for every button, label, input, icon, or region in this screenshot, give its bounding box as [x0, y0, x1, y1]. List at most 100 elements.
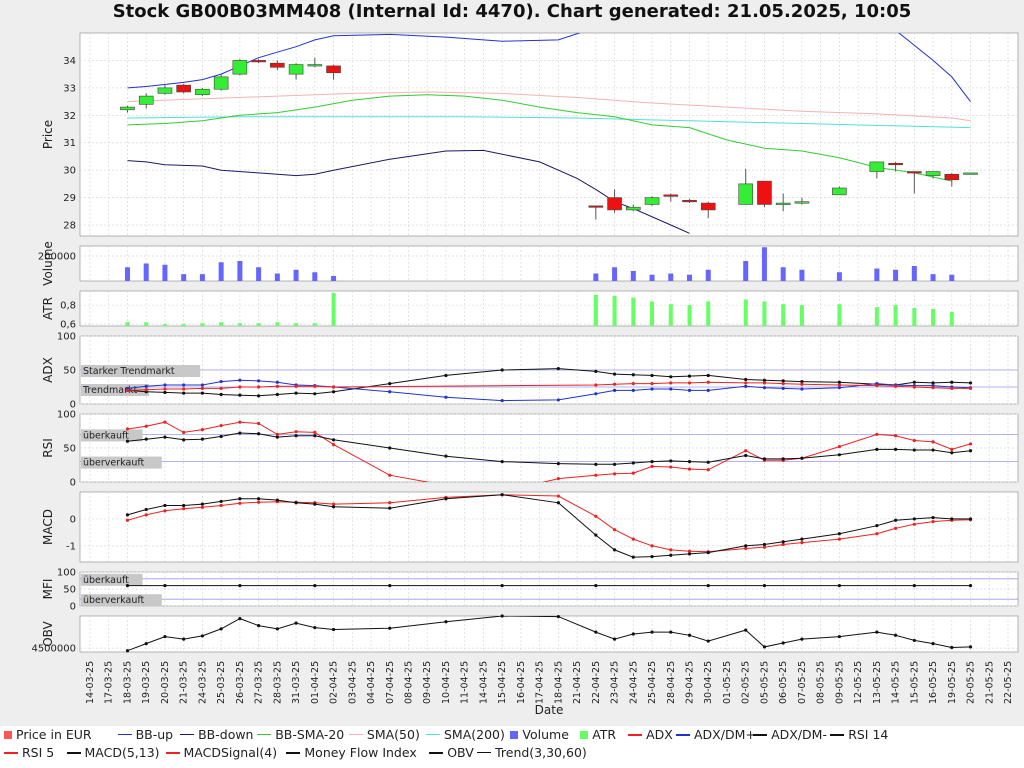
- atr-panel: [79, 290, 1019, 327]
- atr-bar: [181, 324, 186, 326]
- macd-signal-point: [331, 502, 336, 506]
- atr-bar: [931, 308, 936, 326]
- rsi5-point: [893, 434, 898, 438]
- volume-bar: [218, 262, 224, 281]
- price-tick-label: 29: [63, 193, 76, 204]
- rsi14-point: [144, 437, 148, 441]
- obv-point: [669, 630, 673, 634]
- volume-bar: [930, 274, 936, 281]
- rsi14-point: [781, 457, 785, 461]
- candle-body: [195, 88, 210, 96]
- obv-point: [744, 628, 748, 632]
- volume-bar: [949, 274, 955, 281]
- atr-bar: [631, 297, 636, 326]
- legend-label: ATR: [592, 727, 617, 742]
- adx-dm-minus-point: [594, 369, 598, 373]
- adx-dm-minus-line: [127, 368, 971, 397]
- legend-item: ADX/DM+: [676, 727, 756, 742]
- candle-body: [232, 60, 248, 75]
- adx-point: [257, 385, 261, 389]
- adx-point: [594, 383, 598, 387]
- rsi5-point: [968, 442, 973, 446]
- rsi14-point: [931, 448, 935, 452]
- obv-point: [182, 637, 186, 641]
- x-tick-label: 25-03-25: [216, 661, 227, 704]
- adx-series: [125, 380, 973, 392]
- candle-body: [738, 183, 754, 205]
- x-tick-label: 27-03-25: [254, 661, 265, 704]
- macd-point: [200, 502, 205, 506]
- obv-point: [631, 632, 635, 636]
- volume-bar: [743, 261, 749, 281]
- obv-point: [800, 637, 804, 641]
- rsi5-line: [127, 421, 971, 482]
- candle-body: [588, 205, 604, 208]
- macd-signal-point: [837, 537, 841, 541]
- adx-point: [950, 386, 954, 390]
- rsi14-point: [650, 460, 654, 464]
- volume-panel: [79, 245, 1019, 282]
- x-tick-label: 09-04-25: [422, 661, 433, 704]
- adx-point: [837, 383, 841, 387]
- mfi-point: [313, 584, 317, 588]
- x-tick-label: 15-04-25: [497, 661, 508, 704]
- mfi-tick-label: 100: [57, 568, 76, 579]
- atr-bar: [762, 301, 767, 326]
- adx-dm-plus-point: [219, 379, 223, 384]
- atr-bar: [219, 322, 224, 326]
- adx-point: [893, 384, 898, 388]
- candle-body: [888, 163, 903, 166]
- x-tick-label: 02-04-25: [329, 661, 340, 704]
- candle-body: [832, 187, 847, 196]
- candle-body: [157, 87, 173, 94]
- adx-point: [800, 382, 804, 386]
- x-tick-label: 20-05-25: [966, 661, 977, 704]
- adx-tick-label: 100: [57, 332, 76, 343]
- macd-point: [744, 544, 748, 548]
- adx-point: [612, 382, 617, 386]
- legend-swatch: [165, 751, 180, 754]
- macd-signal-point: [594, 514, 598, 518]
- rsi5-point: [388, 473, 392, 477]
- rsi14-point: [182, 438, 186, 442]
- x-tick-label: 14-04-25: [478, 661, 489, 704]
- mfi-grid: [80, 571, 1018, 607]
- adx-point: [706, 380, 710, 384]
- mfi-tick-label: 50: [63, 585, 76, 596]
- legend-item: RSI 14: [830, 727, 888, 742]
- adx-dm-minus-point: [331, 390, 336, 394]
- adx-dm-minus-point: [669, 375, 673, 379]
- legend-swatch: [426, 733, 440, 736]
- adx-dm-minus-point: [781, 379, 785, 383]
- legend-label: ADX: [646, 727, 673, 742]
- rsi14-point: [875, 447, 879, 451]
- macd-point: [219, 499, 223, 504]
- adx-dm-plus-point: [275, 380, 279, 384]
- legend-swatch: [429, 751, 444, 754]
- obv-point: [781, 641, 785, 645]
- x-tick-label: 26-03-25: [235, 661, 246, 704]
- candle-body: [700, 202, 716, 211]
- atr-bar: [837, 304, 842, 326]
- legend-swatch: [257, 733, 272, 736]
- adx-dm-plus-point: [706, 388, 710, 392]
- legend-swatch: [286, 751, 301, 754]
- adx-point: [931, 386, 935, 390]
- volume-bar: [256, 267, 262, 281]
- adx-point: [238, 385, 242, 389]
- adx-dm-minus-point: [238, 393, 242, 397]
- obv-point: [294, 621, 298, 625]
- volume-bar: [181, 274, 187, 281]
- rsi5-point: [950, 447, 954, 451]
- adx-dm-plus-point: [781, 386, 785, 390]
- macd-tick-label: -1: [66, 541, 76, 552]
- adx-point: [968, 386, 973, 390]
- macd-point: [275, 498, 279, 502]
- macd-point: [257, 497, 261, 501]
- x-tick-label: 31-03-25: [291, 661, 302, 704]
- adx-dm-minus-point: [744, 377, 748, 382]
- macd-point: [762, 542, 767, 547]
- mfi-axis-label: MFI: [41, 579, 55, 600]
- atr-bar: [612, 295, 617, 326]
- obv-point: [257, 624, 261, 628]
